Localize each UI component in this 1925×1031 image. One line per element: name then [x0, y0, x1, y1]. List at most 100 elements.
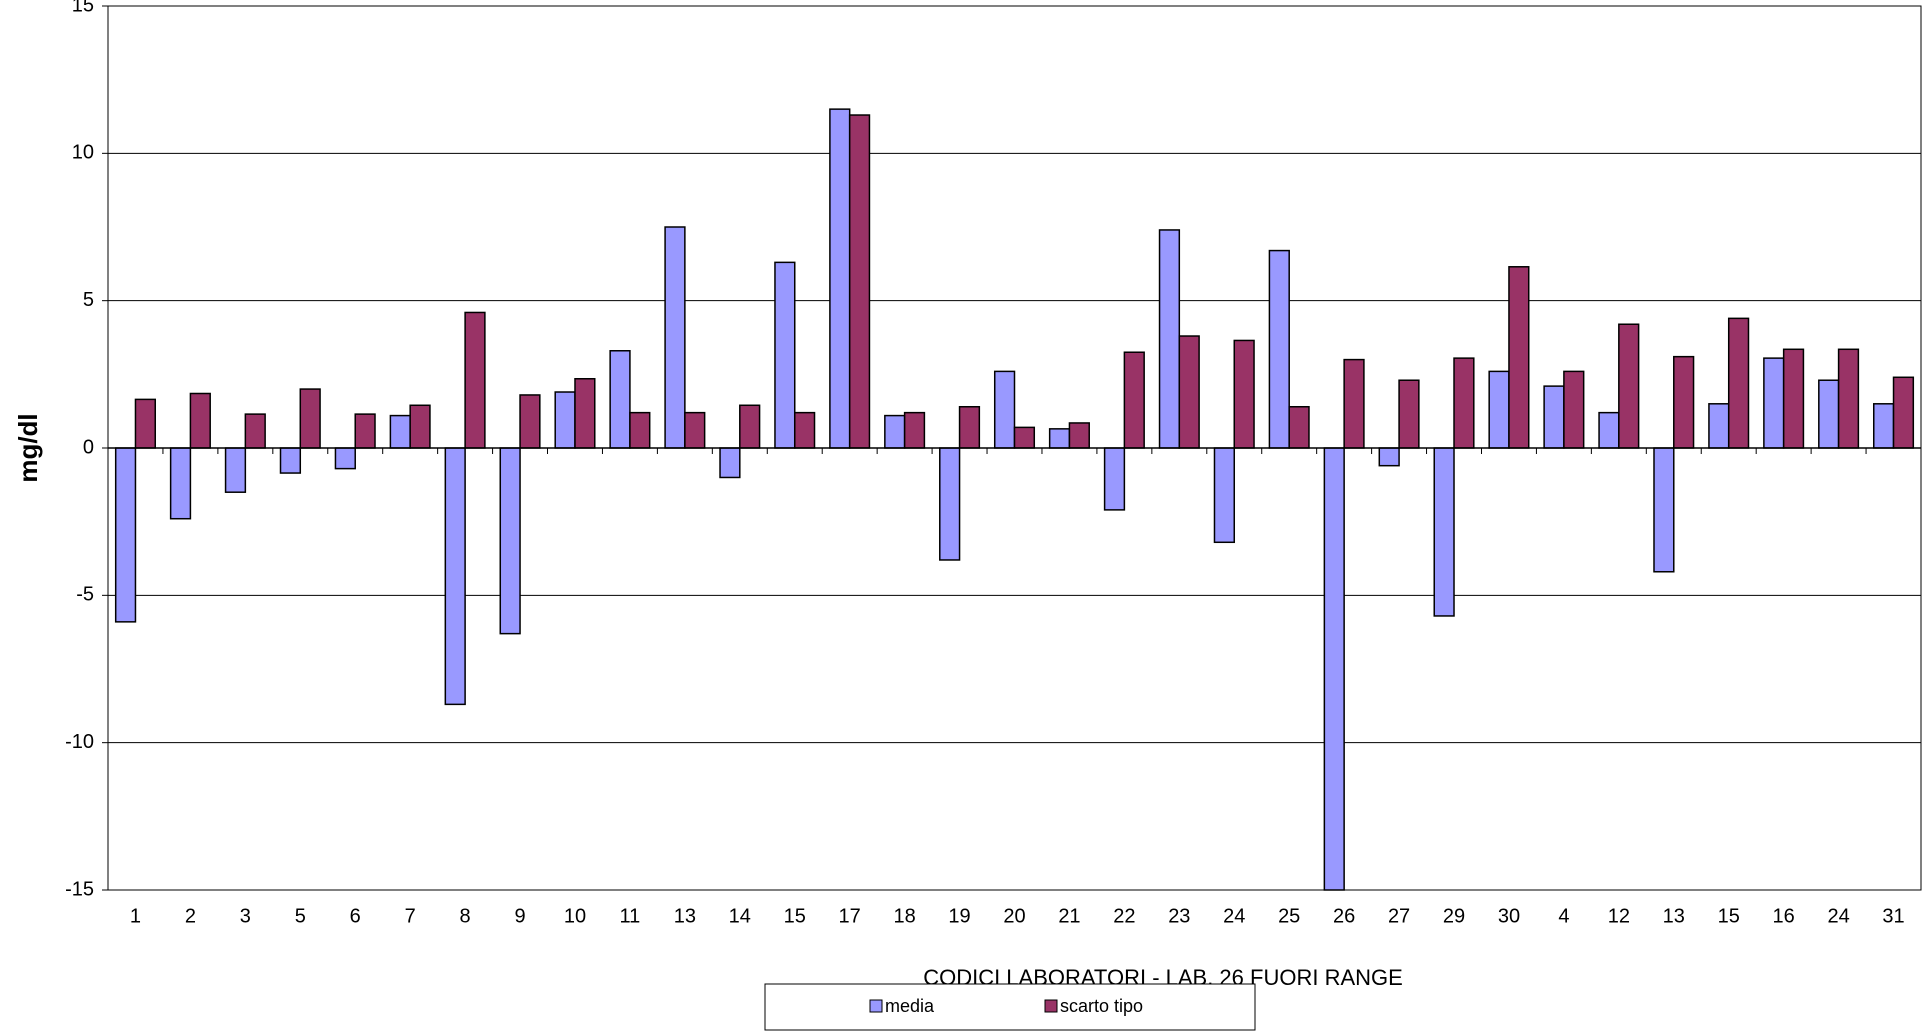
bar — [1727, 317, 1750, 449]
y-tick-label: 0 — [83, 436, 94, 458]
bar — [1378, 447, 1400, 467]
bar — [1488, 370, 1510, 449]
bar — [884, 414, 906, 449]
bar — [1563, 370, 1585, 449]
bar — [1048, 428, 1071, 449]
bar — [1103, 447, 1126, 511]
bar — [684, 411, 706, 449]
x-tick-label: 23 — [1168, 905, 1190, 927]
x-tick-label: 27 — [1388, 905, 1410, 927]
bar — [1178, 335, 1200, 449]
x-tick-label: 10 — [564, 905, 586, 927]
bar — [134, 398, 156, 449]
x-tick-label: 12 — [1608, 905, 1630, 927]
bar — [1068, 422, 1090, 449]
bar — [1598, 411, 1620, 449]
x-tick-label: 24 — [1827, 905, 1849, 927]
x-tick-label: 15 — [1718, 905, 1740, 927]
x-tick-label: 5 — [295, 905, 306, 927]
x-tick-label: 22 — [1113, 905, 1135, 927]
legend-box — [764, 983, 1256, 1031]
bar — [629, 411, 651, 449]
x-tick-label: 2 — [185, 905, 196, 927]
x-tick-label: 7 — [405, 905, 416, 927]
x-tick-label: 21 — [1058, 905, 1080, 927]
bar — [1268, 249, 1290, 449]
bar — [1782, 348, 1805, 449]
x-tick-label: 16 — [1773, 905, 1795, 927]
x-tick-label: 29 — [1443, 905, 1465, 927]
bar — [1288, 405, 1310, 449]
bar — [1873, 403, 1895, 449]
bar — [1453, 357, 1475, 449]
x-tick-label: 18 — [893, 905, 915, 927]
x-tick-label: 30 — [1498, 905, 1520, 927]
bar — [993, 370, 1016, 449]
x-tick-label: 3 — [240, 905, 251, 927]
x-tick-label: 8 — [460, 905, 471, 927]
bar — [1213, 447, 1236, 544]
bar — [334, 447, 356, 470]
legend-label: scarto tipo — [1060, 996, 1143, 1016]
x-tick-label: 13 — [674, 905, 696, 927]
bar — [1892, 376, 1915, 449]
y-tick-label: -5 — [76, 584, 94, 606]
bar — [1837, 348, 1860, 449]
y-tick-label: 10 — [72, 142, 94, 164]
bar — [389, 414, 411, 449]
x-tick-label: 13 — [1663, 905, 1685, 927]
bar — [1508, 266, 1530, 449]
bar — [554, 391, 576, 449]
x-tick-label: 6 — [350, 905, 361, 927]
bar — [224, 447, 247, 493]
x-tick-label: 14 — [729, 905, 751, 927]
x-tick-label: 20 — [1003, 905, 1025, 927]
bar — [299, 388, 321, 449]
bar — [1818, 379, 1840, 449]
bar — [1343, 358, 1365, 449]
bar — [903, 411, 926, 449]
y-axis-title: mg/dl — [13, 413, 43, 482]
x-tick-label: 9 — [514, 905, 525, 927]
bar — [848, 114, 871, 449]
bar — [1323, 447, 1345, 891]
bar — [444, 447, 466, 706]
legend-swatch — [1044, 999, 1058, 1013]
x-tick-label: 4 — [1558, 905, 1569, 927]
bar — [409, 404, 431, 449]
x-tick-label: 19 — [948, 905, 970, 927]
legend-swatch — [869, 999, 883, 1013]
bar — [464, 311, 486, 449]
x-tick-label: 17 — [839, 905, 861, 927]
y-tick-label: 5 — [83, 289, 94, 311]
bar — [499, 447, 521, 635]
bar — [609, 350, 631, 449]
x-tick-label: 11 — [620, 905, 641, 927]
bar — [1433, 447, 1455, 617]
bar — [793, 411, 816, 449]
bar — [958, 405, 981, 449]
bar — [1673, 355, 1695, 449]
bar — [1653, 447, 1675, 573]
y-tick-label: -15 — [65, 878, 94, 900]
bar — [664, 226, 686, 449]
bar — [354, 413, 376, 449]
bar — [829, 108, 851, 449]
bar — [1233, 339, 1255, 449]
bar — [1618, 323, 1640, 449]
bar — [774, 261, 796, 449]
legend-label: media — [885, 996, 935, 1016]
bar — [574, 378, 596, 449]
x-tick-label: 1 — [130, 905, 141, 927]
bar — [719, 447, 741, 479]
bar — [739, 404, 761, 449]
x-tick-label: 26 — [1333, 905, 1355, 927]
x-tick-label: 25 — [1278, 905, 1300, 927]
x-tick-label: 24 — [1223, 905, 1245, 927]
y-tick-label: -10 — [65, 731, 94, 753]
bar — [1708, 403, 1730, 449]
x-tick-label: 15 — [784, 905, 806, 927]
bar — [1123, 351, 1145, 449]
bar — [279, 447, 302, 474]
